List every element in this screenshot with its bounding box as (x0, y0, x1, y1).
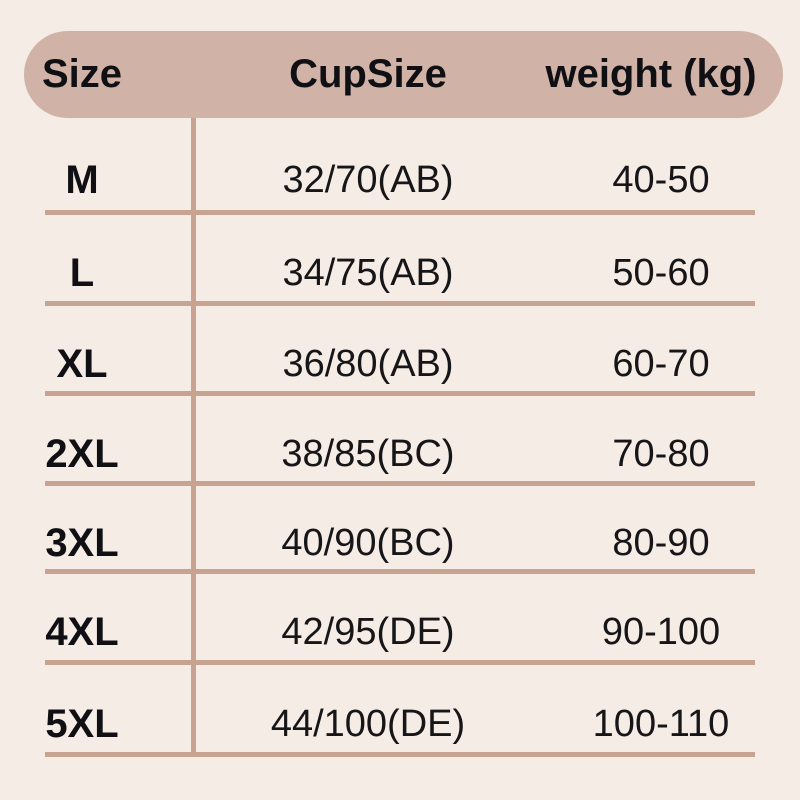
size-cell: 2XL (45, 431, 119, 476)
weight-cell: 70-80 (612, 432, 710, 475)
table-row: 4XL 42/95(DE) 90-100 (0, 572, 800, 665)
table-row: XL 36/80(AB) 60-70 (0, 304, 800, 396)
cupsize-cell: 40/90(BC) (281, 521, 455, 564)
table-row: 5XL 44/100(DE) 100-110 (0, 663, 800, 757)
size-cell: 3XL (45, 520, 119, 565)
weight-cell: 60-70 (612, 342, 710, 385)
cupsize-cell: 44/100(DE) (270, 702, 466, 745)
cupsize-cell: 42/95(DE) (281, 611, 455, 653)
header-pill (24, 31, 783, 118)
size-cell: M (65, 158, 99, 202)
size-cell: 5XL (45, 701, 119, 746)
cupsize-cell: 32/70(AB) (282, 159, 454, 201)
table-row: 2XL 38/85(BC) 70-80 (0, 394, 800, 486)
header-size: Size (41, 52, 123, 96)
size-cell: 4XL (45, 610, 119, 654)
cupsize-cell: 34/75(AB) (282, 252, 454, 294)
weight-cell: 80-90 (612, 521, 710, 564)
cupsize-cell: 36/80(AB) (282, 342, 454, 385)
header-cupsize: CupSize (289, 52, 447, 96)
weight-cell: 50-60 (612, 252, 710, 294)
weight-cell: 40-50 (612, 159, 710, 201)
cupsize-cell: 38/85(BC) (281, 432, 455, 475)
table-row: M 32/70(AB) 40-50 (0, 118, 800, 215)
size-cell: L (69, 251, 95, 295)
column-divider-line (191, 118, 196, 755)
header-row: Size CupSize weight (kg) (0, 31, 800, 118)
size-cell: XL (56, 341, 108, 386)
table-row: L 34/75(AB) 50-60 (0, 213, 800, 306)
table-row: 3XL 40/90(BC) 80-90 (0, 484, 800, 574)
table-body: M 32/70(AB) 40-50 L 34/75(AB) 50-60 XL 3… (0, 118, 800, 757)
weight-cell: 100-110 (592, 702, 730, 745)
weight-cell: 90-100 (601, 611, 721, 653)
header-weight-kg: weight (kg) (545, 52, 757, 96)
